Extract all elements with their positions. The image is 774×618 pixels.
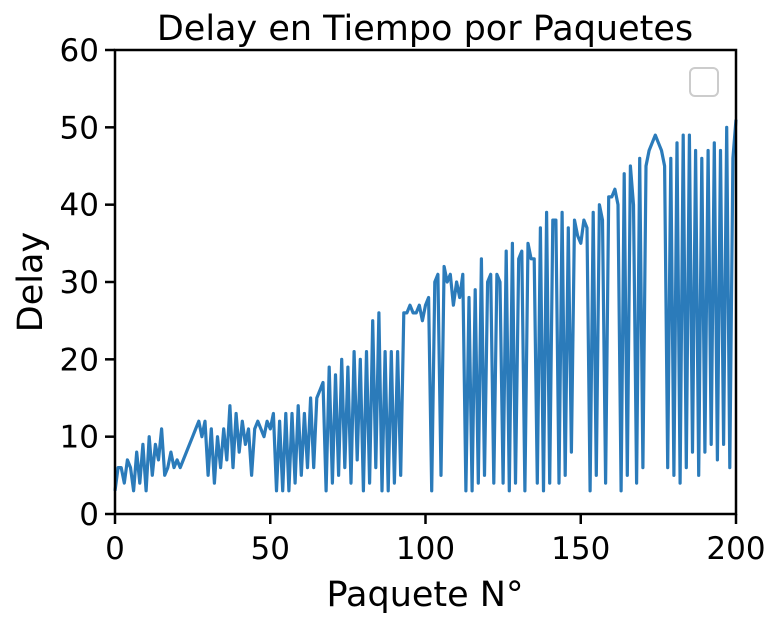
y-tick-label: 50 [60, 110, 99, 146]
y-tick-label: 20 [60, 342, 99, 378]
series-line [113, 119, 738, 493]
x-tick-label: 200 [706, 531, 765, 567]
y-tick-label: 30 [60, 265, 99, 301]
y-axis-label: Delay [11, 232, 51, 332]
x-tick-label: 150 [551, 531, 610, 567]
x-tick-label: 50 [251, 531, 290, 567]
legend-box [689, 67, 719, 97]
y-tick-label: 10 [60, 420, 99, 456]
x-axis-label: Paquete N° [327, 575, 524, 615]
chart-title: Delay en Tiempo por Paquetes [157, 9, 693, 49]
x-tick-label: 0 [105, 531, 125, 567]
y-tick-label: 60 [60, 33, 99, 69]
y-tick-label: 40 [60, 188, 99, 224]
y-axis-ticks: 0 10 20 30 40 50 60 [60, 33, 115, 533]
plot-frame [113, 48, 738, 516]
x-axis-ticks: 0 50 100 150 200 [105, 514, 766, 567]
x-tick-label: 100 [396, 531, 455, 567]
y-tick-label: 0 [79, 497, 99, 533]
